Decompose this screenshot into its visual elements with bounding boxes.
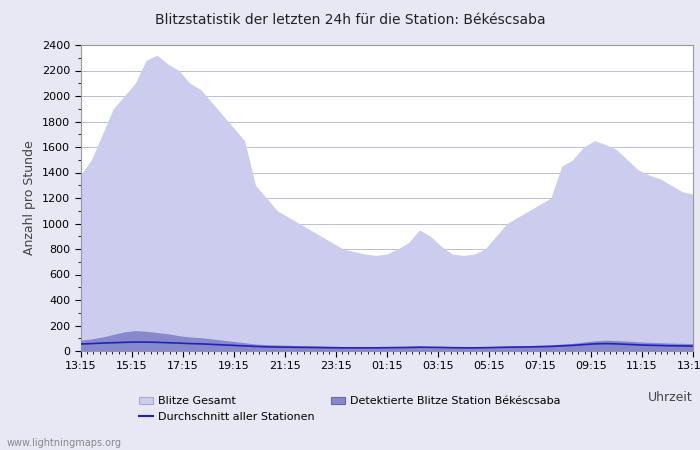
Text: www.lightningmaps.org: www.lightningmaps.org bbox=[7, 438, 122, 448]
Text: Uhrzeit: Uhrzeit bbox=[648, 391, 693, 404]
Text: Blitzstatistik der letzten 24h für die Station: Békéscsaba: Blitzstatistik der letzten 24h für die S… bbox=[155, 14, 545, 27]
Y-axis label: Anzahl pro Stunde: Anzahl pro Stunde bbox=[23, 140, 36, 256]
Legend: Blitze Gesamt, Durchschnitt aller Stationen, Detektierte Blitze Station Békéscsa: Blitze Gesamt, Durchschnitt aller Statio… bbox=[135, 392, 565, 427]
